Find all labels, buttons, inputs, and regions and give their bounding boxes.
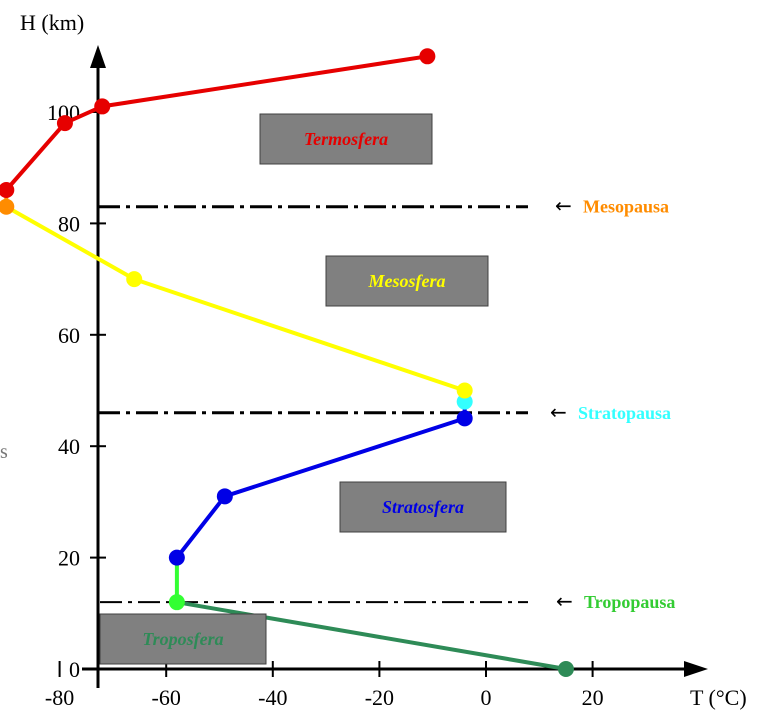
layer-box-stratosfera xyxy=(339,481,507,533)
data-point xyxy=(0,181,15,198)
data-point xyxy=(456,393,473,410)
y-tick-label: 20 xyxy=(58,546,80,571)
x-tick-label: 0 xyxy=(481,685,492,710)
axes-group: H (km) T (°C) xyxy=(20,10,747,710)
layer-label-termosfera: Termosfera xyxy=(304,129,388,149)
left-arrow-icon: ← xyxy=(555,194,572,218)
layer-label-group: Termosfera Mesosfera Stratosfera Troposfera xyxy=(99,113,507,665)
data-point xyxy=(168,549,185,566)
boundary-label-tropopausa: Tropopausa xyxy=(584,592,675,612)
data-point xyxy=(557,661,574,677)
data-point xyxy=(126,271,143,288)
y-axis-label: H (km) xyxy=(20,10,84,35)
layer-label-troposfera: Troposfera xyxy=(142,629,223,649)
data-point xyxy=(419,48,436,65)
x-axis-label: T (°C) xyxy=(690,685,747,710)
data-point xyxy=(168,594,185,611)
data-point xyxy=(456,382,473,399)
y-tick-label: 0 xyxy=(69,657,80,682)
y-axis-arrowhead xyxy=(90,45,106,68)
x-tick-label: -60 xyxy=(152,685,181,710)
data-point xyxy=(0,198,15,215)
series-line-stratosfera xyxy=(174,399,467,560)
x-tick-label: -20 xyxy=(365,685,394,710)
left-arrow-icon: ← xyxy=(550,400,567,424)
y-tick-label: 60 xyxy=(58,323,80,348)
series-line-termosfera xyxy=(4,54,430,192)
y-tick-label: 80 xyxy=(58,211,80,236)
boundary-label-mesopausa: Mesopausa xyxy=(583,197,669,217)
x-axis-arrowhead xyxy=(684,661,708,677)
layer-box-termosfera xyxy=(259,113,433,165)
x-tick-label: -40 xyxy=(258,685,287,710)
left-arrow-icon: ← xyxy=(556,589,573,613)
data-point xyxy=(56,115,73,132)
layer-box-mesosfera xyxy=(325,255,489,307)
x-tick-label: -80 xyxy=(45,685,74,710)
data-point xyxy=(456,410,473,427)
layer-box-troposfera xyxy=(99,613,267,665)
boundary-group: ← Tropopausa ← Stratopausa ← Mesopausa xyxy=(98,194,675,613)
layer-label-mesosfera: Mesosfera xyxy=(368,271,446,291)
stray-mark: s xyxy=(0,441,8,463)
data-point xyxy=(216,488,233,505)
boundary-label-stratopausa: Stratopausa xyxy=(578,403,671,423)
x-tick-label: 20 xyxy=(582,685,604,710)
series-group xyxy=(0,48,574,677)
data-point xyxy=(94,98,111,115)
layer-label-stratosfera: Stratosfera xyxy=(382,497,464,517)
y-tick-label: 40 xyxy=(58,434,80,459)
series-line-troposfera xyxy=(174,600,568,671)
